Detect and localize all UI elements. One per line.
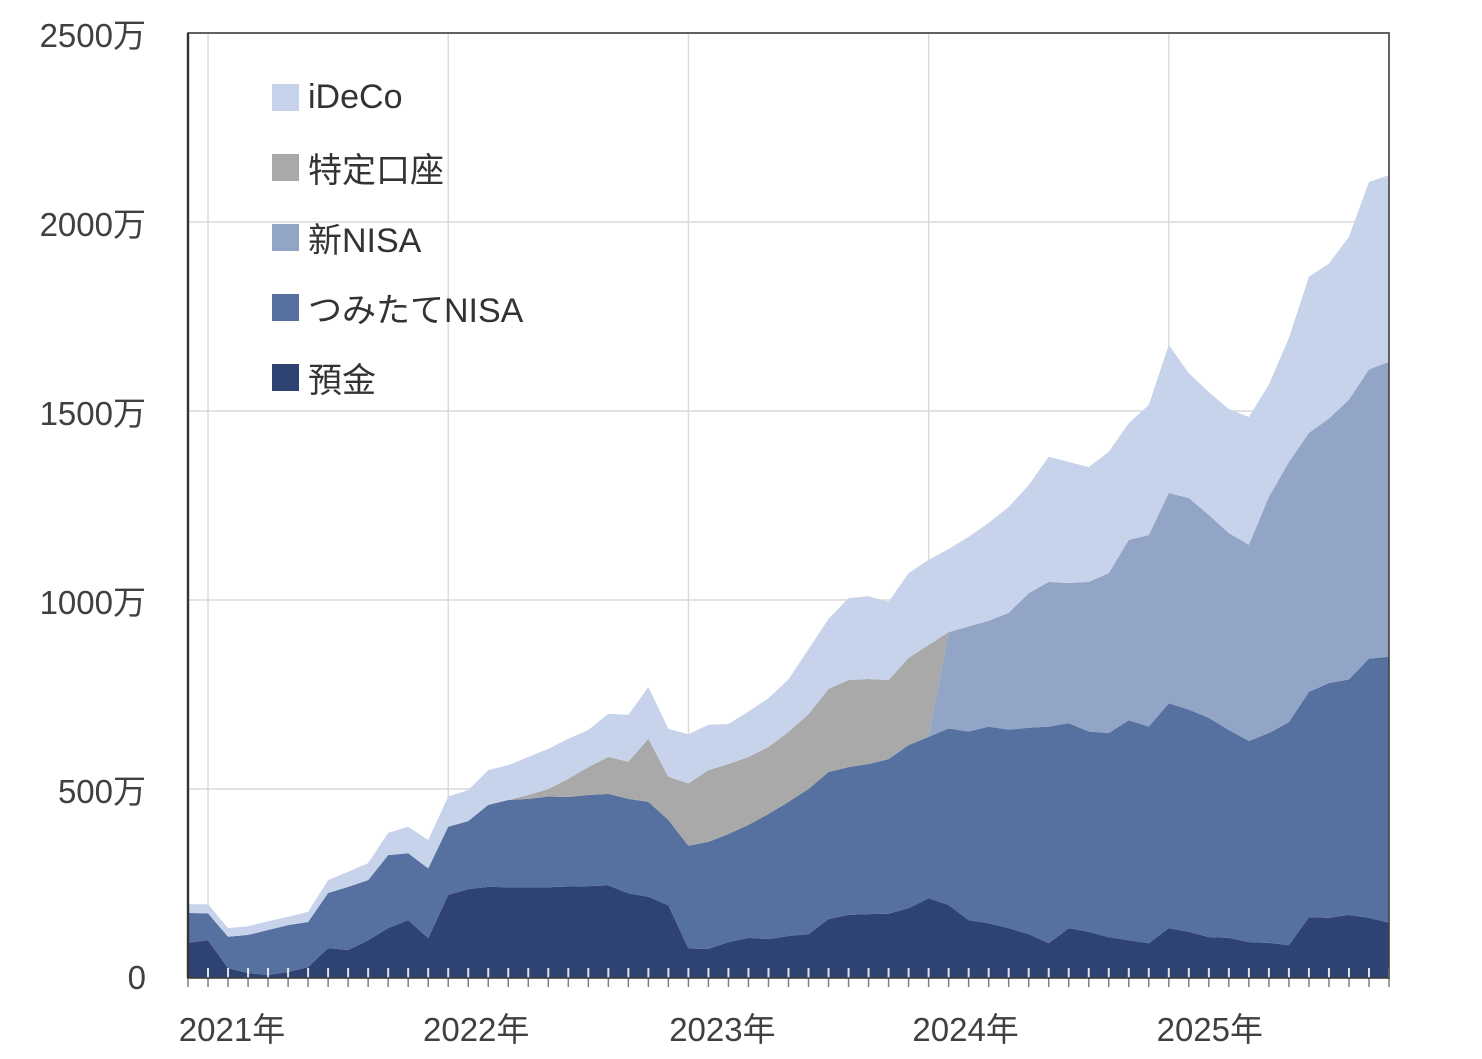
legend-label: 預金: [308, 361, 376, 400]
y-axis-label-4: 2000万: [39, 206, 146, 243]
area-新NISA: [188, 361, 1389, 937]
legend-label: 特定口座: [308, 151, 444, 190]
area-預金: [188, 885, 1389, 978]
y-axis-label-0: 0: [127, 959, 146, 996]
legend-label: 新NISA: [308, 221, 422, 260]
legend-item-預金: 預金: [272, 354, 523, 400]
legend-label: つみたてNISA: [308, 291, 524, 330]
area-つみたてNISA: [188, 656, 1389, 975]
x-axis-label-2022年: 2022年: [422, 1011, 530, 1048]
y-axis-label-2: 1000万: [39, 584, 146, 621]
legend-swatch: [272, 223, 299, 251]
y-axis-label-5: 2500万: [39, 17, 146, 54]
y-axis-label-3: 1500万: [39, 395, 146, 432]
x-axis-label-2023年: 2023年: [669, 1011, 776, 1048]
legend-item-特定口座: 特定口座: [272, 144, 523, 190]
legend-swatch: [272, 363, 299, 391]
legend-item-iDeCo: iDeCo: [272, 74, 523, 120]
legend-swatch: [272, 293, 299, 321]
legend-item-新NISA: 新NISA: [272, 214, 523, 260]
legend-swatch: [272, 83, 299, 111]
x-axis-label-2021年: 2021年: [178, 1011, 286, 1048]
legend-label: iDeCo: [308, 77, 403, 116]
x-axis-label-2025年: 2025年: [1156, 1011, 1264, 1048]
y-axis-label-1: 500万: [57, 773, 146, 810]
legend-item-つみたてNISA: つみたてNISA: [272, 284, 523, 330]
x-axis-label-2024年: 2024年: [912, 1011, 1019, 1048]
legend: iDeCo 特定口座新NISA つみたてNISA 預金: [272, 74, 523, 424]
legend-swatch: [272, 153, 299, 181]
